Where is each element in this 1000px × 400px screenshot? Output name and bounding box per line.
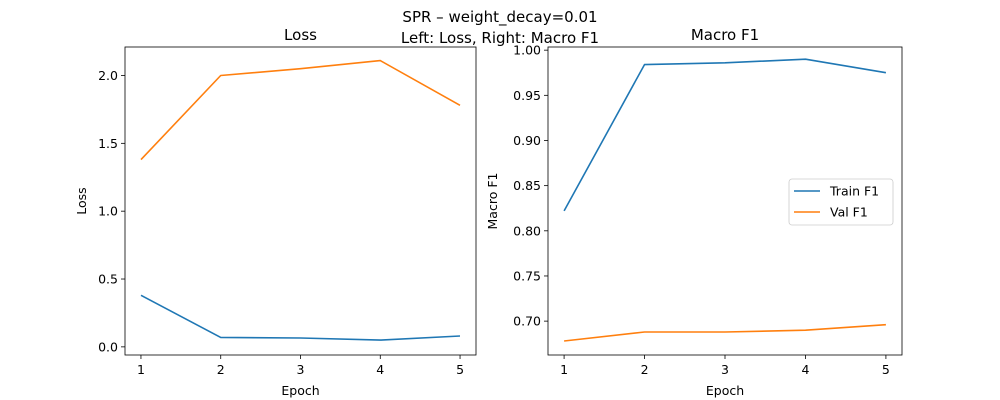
figure-suptitle-line2: Left: Loss, Right: Macro F1	[401, 29, 599, 47]
f1-y-tick: 1.00	[513, 43, 548, 58]
f1-legend-label: Val F1	[830, 205, 868, 220]
loss-x-tick: 1	[137, 355, 145, 377]
loss-y-tick-label: 1.5	[98, 136, 118, 151]
f1-y-tick: 0.75	[513, 268, 548, 283]
f1-x-tick-label: 4	[801, 362, 809, 377]
loss-y-tick: 1.0	[98, 204, 125, 219]
f1-y-tick-label: 0.70	[513, 314, 541, 329]
f1-y-axis-label: Macro F1	[485, 173, 500, 230]
loss-series-line-2	[140, 59, 461, 161]
loss-y-axis-label: Loss	[74, 187, 89, 214]
loss-y-tick-label: 0.0	[98, 339, 118, 354]
f1-title: Macro F1	[691, 26, 759, 44]
figure-suptitle-line1: SPR – weight_decay=0.01	[402, 8, 597, 27]
f1-series-line-2	[564, 323, 886, 342]
f1-x-axis-label: Epoch	[706, 383, 744, 398]
f1-y-tick: 0.95	[513, 88, 548, 103]
f1-x-tick: 5	[882, 355, 890, 377]
f1-legend-label: Train F1	[829, 184, 879, 199]
f1-y-tick-label: 0.95	[513, 88, 541, 103]
loss-x-tick-label: 1	[137, 362, 145, 377]
loss-x-axis-label: Epoch	[281, 383, 319, 398]
f1-y-tick-label: 0.85	[513, 178, 541, 193]
f1-series-line-1	[563, 58, 887, 212]
loss-y-tick-label: 1.0	[98, 204, 118, 219]
f1-x-tick: 4	[801, 355, 809, 377]
f1-y-tick-label: 0.75	[513, 268, 541, 283]
f1-x-tick-label: 2	[641, 362, 649, 377]
f1-axes-frame	[547, 46, 903, 356]
loss-x-tick-label: 2	[217, 362, 225, 377]
loss-y-tick: 0.5	[98, 272, 125, 287]
f1-x-tick: 2	[641, 355, 649, 377]
f1-y-tick: 0.80	[513, 223, 548, 238]
loss-series-line-1	[140, 294, 461, 341]
loss-y-tick: 1.5	[98, 136, 125, 151]
f1-y-tick-label: 1.00	[513, 43, 541, 58]
loss-x-tick-label: 3	[297, 362, 305, 377]
f1-y-tick: 0.85	[513, 178, 548, 193]
loss-axes-frame	[124, 46, 477, 356]
loss-title: Loss	[284, 26, 317, 44]
f1-y-tick: 0.90	[513, 133, 548, 148]
loss-y-tick-label: 2.0	[98, 68, 118, 83]
f1-legend: Train F1 Val F1	[788, 178, 894, 226]
loss-x-tick: 5	[456, 355, 464, 377]
f1-y-tick-label: 0.90	[513, 133, 541, 148]
loss-x-tick: 4	[376, 355, 384, 377]
loss-x-tick: 2	[217, 355, 225, 377]
loss-x-tick: 3	[297, 355, 305, 377]
loss-panel: Loss 1 2 3 4 5 0.0 0.5 1.0 1.5 2.0 Epoch Loss	[74, 26, 477, 398]
loss-y-tick: 0.0	[98, 339, 125, 354]
macro-f1-panel: Macro F1 1 2 3 4 5 0.70 0.75 0.80 0.85 0.90 0.95 1.0…	[485, 26, 903, 398]
loss-x-tick-label: 4	[376, 362, 384, 377]
f1-x-tick: 3	[721, 355, 729, 377]
loss-x-tick-label: 5	[456, 362, 464, 377]
f1-x-tick: 1	[560, 355, 568, 377]
f1-x-tick-label: 1	[560, 362, 568, 377]
f1-y-tick-label: 0.80	[513, 223, 541, 238]
f1-x-tick-label: 5	[882, 362, 890, 377]
f1-y-tick: 0.70	[513, 314, 548, 329]
loss-y-tick: 2.0	[98, 68, 125, 83]
loss-y-tick-label: 0.5	[98, 272, 118, 287]
f1-x-tick-label: 3	[721, 362, 729, 377]
